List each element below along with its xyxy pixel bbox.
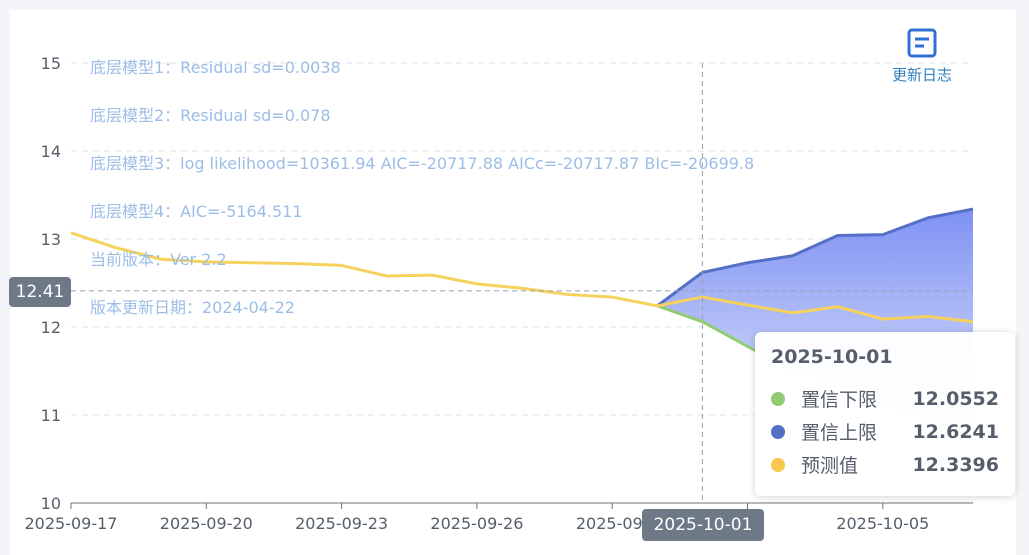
- x-tick-label: 2025-09-20: [160, 514, 253, 533]
- model-note: 底层模型4：AIC=-5164.511: [90, 202, 303, 221]
- tooltip-series-value: 12.6241: [912, 420, 999, 443]
- tooltip-date: 2025-10-01: [771, 346, 893, 368]
- model-note: 底层模型3：log likelihood=10361.94 AIC=-20717…: [90, 154, 754, 173]
- model-note: 版本更新日期：2024-04-22: [90, 298, 295, 317]
- tooltip-series-name: 置信上限: [801, 422, 878, 444]
- tooltip-row-forecast: 预测值 12.3396: [771, 448, 999, 481]
- x-tick-label: 2025-09-17: [25, 514, 118, 533]
- model-note: 底层模型2：Residual sd=0.078: [90, 106, 331, 125]
- tooltip-row-lower: 置信下限 12.0552: [771, 382, 999, 415]
- model-note: 当前版本：Ver 2.2: [90, 250, 227, 269]
- x-tick-label: 2025-09-: [576, 514, 649, 533]
- crosshair-y-label: 12.41: [9, 277, 71, 307]
- model-note: 底层模型1：Residual sd=0.0038: [90, 58, 341, 77]
- tooltip-series-name: 预测值: [801, 455, 859, 477]
- upper-bound-line: [656, 207, 974, 308]
- tooltip-series-value: 12.3396: [912, 453, 999, 476]
- legend-dot-lower: [771, 391, 785, 406]
- chart-card: 10 11 12 13 14 15 2025-09-17 2025-09-20 2025-09-…: [10, 10, 1016, 555]
- tooltip-series-value: 12.0552: [912, 387, 999, 410]
- x-tick-label: 2025-09-23: [295, 514, 388, 533]
- data-tooltip: 2025-10-01 置信下限 12.0552 置信上限 12.6241 预测值…: [755, 332, 1015, 496]
- x-tick-label: 2025-09-26: [430, 514, 523, 533]
- legend-dot-forecast: [771, 457, 785, 472]
- document-icon: [907, 28, 937, 58]
- changelog-button[interactable]: 更新日志: [882, 28, 962, 85]
- x-tick-label: 2025-10-05: [836, 514, 929, 533]
- y-tick-label: 13: [41, 230, 61, 249]
- y-tick-label: 10: [41, 494, 61, 513]
- crosshair-x-label: 2025-10-01: [642, 509, 764, 541]
- forecast-line: [70, 231, 974, 324]
- tooltip-row-upper: 置信上限 12.6241: [771, 415, 999, 448]
- y-tick-label: 12: [41, 318, 61, 337]
- y-tick-label: 14: [41, 142, 61, 161]
- tooltip-series-name: 置信下限: [801, 389, 878, 411]
- y-tick-label: 15: [41, 54, 61, 73]
- changelog-label: 更新日志: [891, 66, 952, 84]
- legend-dot-upper: [771, 424, 785, 439]
- y-tick-label: 11: [41, 406, 61, 425]
